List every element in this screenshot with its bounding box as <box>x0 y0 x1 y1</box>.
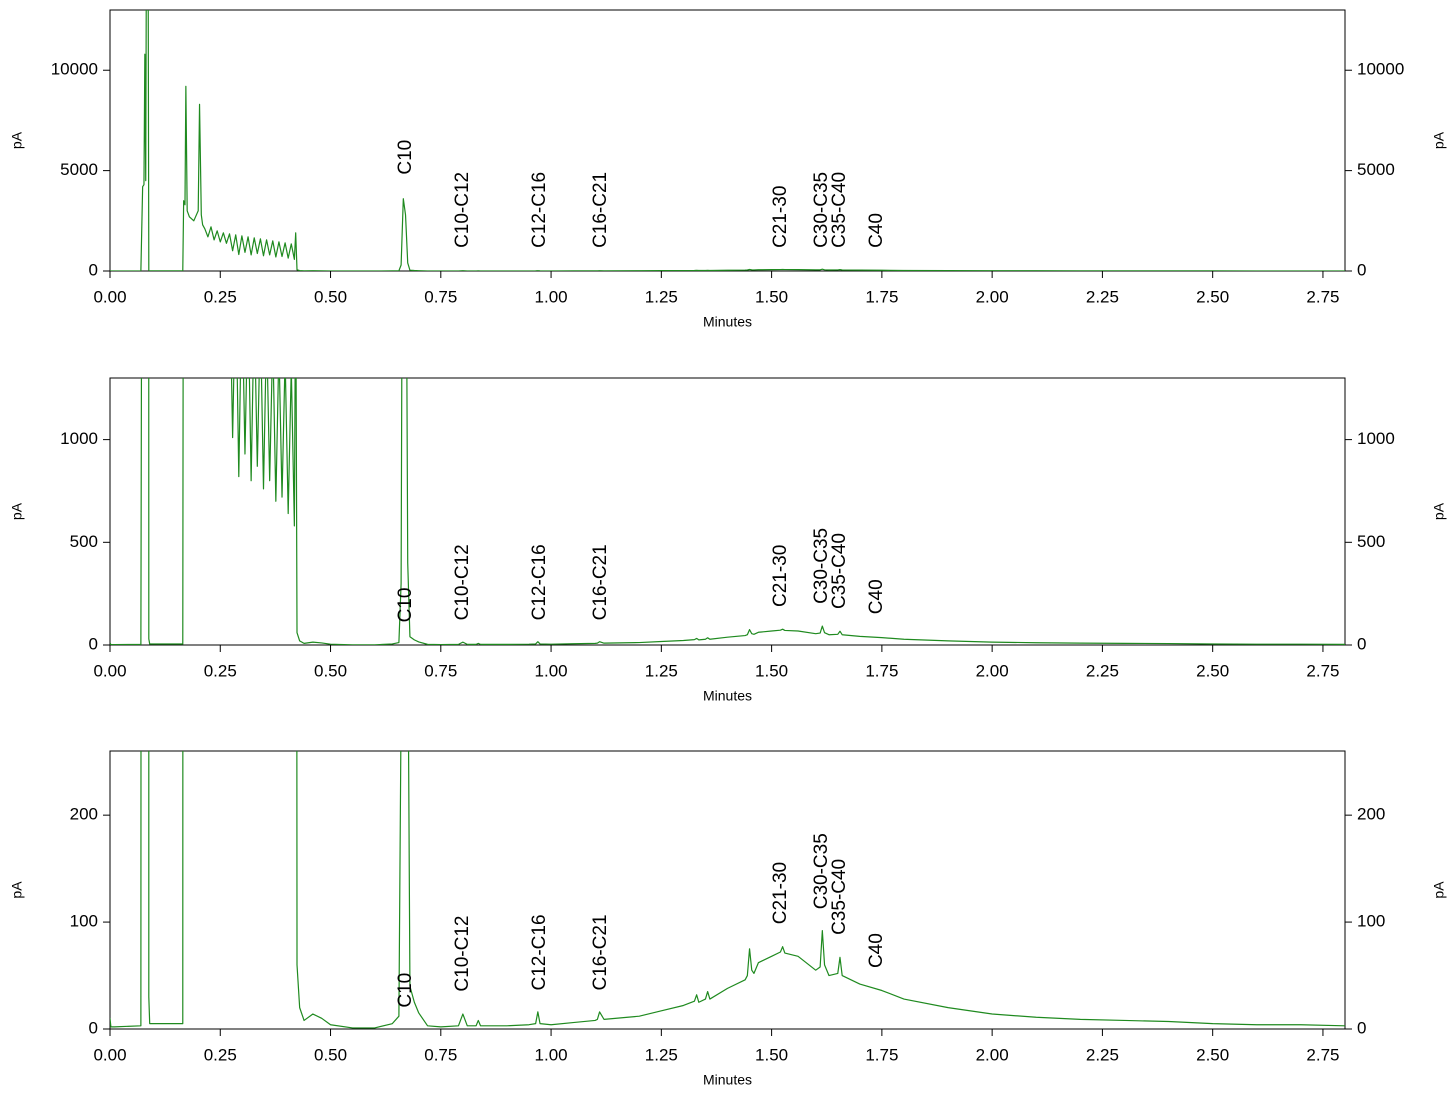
peak-annotation: C30-C35 <box>811 172 832 248</box>
y-axis-title: pA <box>9 881 25 899</box>
x-tick-label: 2.00 <box>976 1045 1009 1064</box>
trace-line <box>110 751 1345 1029</box>
x-tick-label: 1.75 <box>865 1045 898 1064</box>
chart-panel: 0.00 0.25 0.50 0.75 1.00 1.25 1.50 1.75 2.00 2.25… <box>9 377 1447 704</box>
x-tick-label: 1.50 <box>755 661 788 680</box>
peak-annotation: C35-C40 <box>829 859 850 935</box>
peak-annotation: C35-C40 <box>829 533 850 609</box>
x-tick-label: 2.50 <box>1196 661 1229 680</box>
y-tick-label: 0 <box>89 1018 98 1037</box>
x-tick-label: 0.75 <box>424 661 457 680</box>
x-tick-label: 0.00 <box>93 661 126 680</box>
x-tick-label: 0.00 <box>93 287 126 306</box>
x-tick-label: 2.00 <box>976 287 1009 306</box>
x-axis-title: Minutes <box>703 314 752 330</box>
peak-annotation: C30-C35 <box>811 833 832 909</box>
chart-panel: 0.00 0.25 0.50 0.75 1.00 1.25 1.50 1.75 2.00 2.25… <box>9 9 1447 330</box>
peak-annotation: C10-C12 <box>452 544 473 620</box>
peak-annotation: C16-C21 <box>590 544 611 620</box>
x-tick-label: 2.75 <box>1306 287 1339 306</box>
x-tick-label: 2.75 <box>1306 661 1339 680</box>
x-axis-title: Minutes <box>703 688 752 704</box>
x-tick-label: 0.50 <box>314 1045 347 1064</box>
y2-axis-title: pA <box>1431 131 1447 149</box>
peak-annotation: C30-C35 <box>811 528 832 604</box>
trace-line <box>110 378 1345 645</box>
x-tick-label: 0.75 <box>424 1045 457 1064</box>
peak-annotation: C40 <box>866 579 887 614</box>
x-tick-label: 0.25 <box>204 661 237 680</box>
x-tick-label: 1.25 <box>645 287 678 306</box>
y-tick-label: 500 <box>70 532 98 551</box>
chart-panel: 0.00 0.25 0.50 0.75 1.00 1.25 1.50 1.75 2.00 2.25… <box>9 750 1447 1088</box>
peak-annotation: C40 <box>866 933 887 968</box>
y-tick-label: 0 <box>89 634 98 653</box>
y-tick-label: 5000 <box>60 160 98 179</box>
peak-annotation: C21-30 <box>770 186 791 248</box>
peak-annotation: C16-C21 <box>590 914 611 990</box>
x-tick-label: 2.50 <box>1196 1045 1229 1064</box>
x-tick-label: 1.00 <box>535 1045 568 1064</box>
x-tick-label: 0.25 <box>204 287 237 306</box>
x-tick-label: 1.00 <box>535 287 568 306</box>
x-tick-label: 1.75 <box>865 287 898 306</box>
plot-frame <box>109 9 1346 272</box>
y2-tick-label: 1000 <box>1357 429 1395 448</box>
y-tick-label: 1000 <box>60 429 98 448</box>
y-axis-title: pA <box>9 502 25 520</box>
trace-line <box>110 10 1345 271</box>
plot-frame <box>109 377 1346 646</box>
plot-frame <box>109 750 1346 1030</box>
y-axis-title: pA <box>9 131 25 149</box>
peak-annotation: C10-C12 <box>452 916 473 992</box>
x-tick-label: 1.75 <box>865 661 898 680</box>
y2-tick-label: 0 <box>1357 634 1366 653</box>
x-tick-label: 0.50 <box>314 661 347 680</box>
y2-axis-title: pA <box>1431 881 1447 899</box>
peak-annotation: C40 <box>866 213 887 248</box>
peak-annotation: C21-30 <box>770 862 791 924</box>
x-tick-label: 2.75 <box>1306 1045 1339 1064</box>
x-tick-label: 0.25 <box>204 1045 237 1064</box>
y-tick-label: 10000 <box>51 60 98 79</box>
y2-tick-label: 0 <box>1357 1018 1366 1037</box>
x-tick-label: 1.50 <box>755 1045 788 1064</box>
x-tick-label: 2.25 <box>1086 1045 1119 1064</box>
x-tick-label: 2.25 <box>1086 661 1119 680</box>
x-tick-label: 2.00 <box>976 661 1009 680</box>
peak-annotation: C12-C16 <box>529 914 550 990</box>
peak-annotation: C10 <box>395 973 416 1008</box>
peak-annotation: C10 <box>395 140 416 175</box>
x-tick-label: 0.50 <box>314 287 347 306</box>
x-tick-label: 0.75 <box>424 287 457 306</box>
x-tick-label: 1.50 <box>755 287 788 306</box>
y2-tick-label: 200 <box>1357 805 1385 824</box>
y2-tick-label: 100 <box>1357 912 1385 931</box>
y-tick-label: 100 <box>70 912 98 931</box>
x-tick-label: 2.25 <box>1086 287 1119 306</box>
y2-tick-label: 0 <box>1357 260 1366 279</box>
peak-annotation: C16-C21 <box>590 172 611 248</box>
peak-annotation: C12-C16 <box>529 172 550 248</box>
y2-tick-label: 10000 <box>1357 60 1404 79</box>
peak-annotation: C35-C40 <box>829 172 850 248</box>
x-tick-label: 0.00 <box>93 1045 126 1064</box>
x-tick-label: 1.00 <box>535 661 568 680</box>
y2-tick-label: 5000 <box>1357 160 1395 179</box>
peak-annotation: C12-C16 <box>529 544 550 620</box>
y2-tick-label: 500 <box>1357 532 1385 551</box>
y2-axis-title: pA <box>1431 502 1447 520</box>
x-tick-label: 1.25 <box>645 1045 678 1064</box>
peak-annotation: C10 <box>395 588 416 623</box>
peak-annotation: C10-C12 <box>452 172 473 248</box>
x-tick-label: 1.25 <box>645 661 678 680</box>
x-axis-title: Minutes <box>703 1072 752 1088</box>
y-tick-label: 0 <box>89 260 98 279</box>
y-tick-label: 200 <box>70 805 98 824</box>
peak-annotation: C21-30 <box>770 545 791 607</box>
x-tick-label: 2.50 <box>1196 287 1229 306</box>
